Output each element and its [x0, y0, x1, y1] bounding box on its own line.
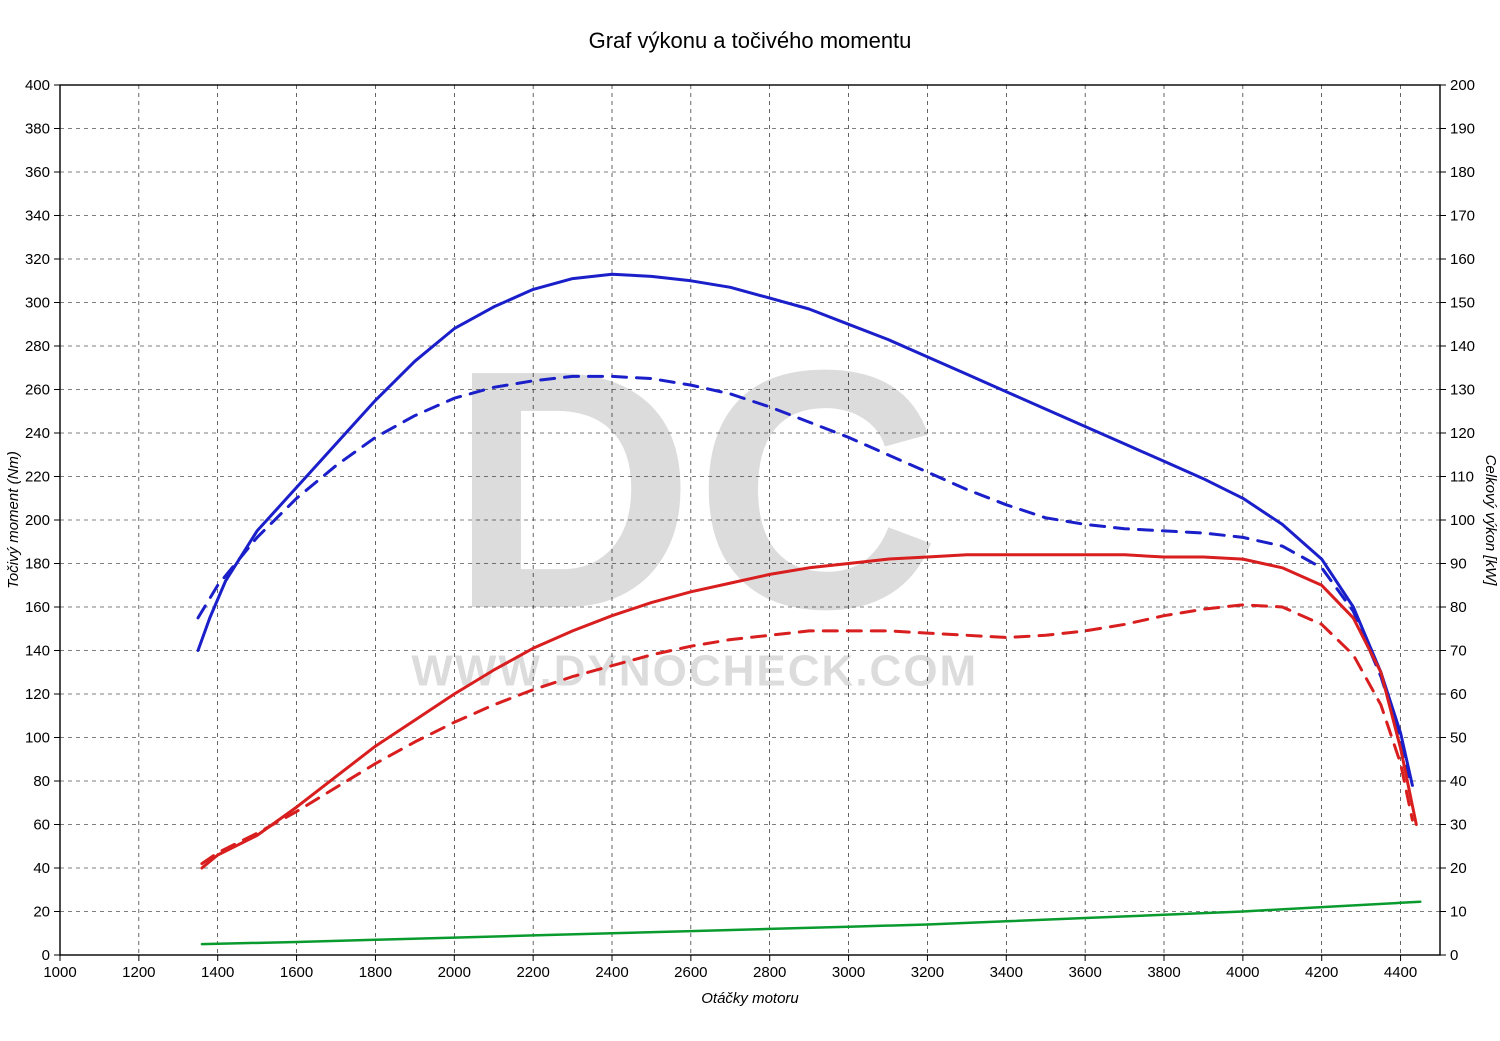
svg-text:220: 220 — [25, 469, 50, 486]
svg-text:300: 300 — [25, 295, 50, 312]
svg-text:2400: 2400 — [595, 964, 628, 981]
svg-text:340: 340 — [25, 208, 50, 225]
svg-text:4000: 4000 — [1226, 964, 1259, 981]
svg-text:2800: 2800 — [753, 964, 786, 981]
svg-text:200: 200 — [1450, 77, 1475, 94]
svg-text:40: 40 — [33, 860, 50, 877]
svg-text:2000: 2000 — [438, 964, 471, 981]
svg-text:160: 160 — [25, 599, 50, 616]
svg-text:20: 20 — [1450, 860, 1467, 877]
svg-text:80: 80 — [33, 773, 50, 790]
svg-text:70: 70 — [1450, 643, 1467, 660]
svg-text:3400: 3400 — [990, 964, 1023, 981]
svg-text:170: 170 — [1450, 208, 1475, 225]
svg-text:200: 200 — [25, 512, 50, 529]
svg-text:2600: 2600 — [674, 964, 707, 981]
svg-text:4200: 4200 — [1305, 964, 1338, 981]
svg-text:30: 30 — [1450, 817, 1467, 834]
svg-text:1000: 1000 — [43, 964, 76, 981]
svg-text:240: 240 — [25, 425, 50, 442]
chart-svg: DCWWW.DYNOCHECK.COM100012001400160018002… — [0, 0, 1500, 1041]
svg-text:0: 0 — [42, 947, 50, 964]
svg-text:20: 20 — [33, 904, 50, 921]
svg-text:160: 160 — [1450, 251, 1475, 268]
svg-text:140: 140 — [25, 643, 50, 660]
svg-text:380: 380 — [25, 121, 50, 138]
svg-text:WWW.DYNOCHECK.COM: WWW.DYNOCHECK.COM — [411, 646, 978, 695]
svg-text:120: 120 — [1450, 425, 1475, 442]
svg-text:60: 60 — [33, 817, 50, 834]
svg-text:50: 50 — [1450, 730, 1467, 747]
svg-text:3200: 3200 — [911, 964, 944, 981]
y-left-axis-label: Točivý moment (Nm) — [5, 451, 22, 589]
svg-text:150: 150 — [1450, 295, 1475, 312]
svg-text:120: 120 — [25, 686, 50, 703]
svg-text:0: 0 — [1450, 947, 1458, 964]
svg-text:400: 400 — [25, 77, 50, 94]
svg-text:DC: DC — [449, 300, 940, 680]
svg-text:10: 10 — [1450, 904, 1467, 921]
svg-text:140: 140 — [1450, 338, 1475, 355]
svg-text:360: 360 — [25, 164, 50, 181]
svg-text:180: 180 — [1450, 164, 1475, 181]
svg-text:1400: 1400 — [201, 964, 234, 981]
svg-text:260: 260 — [25, 382, 50, 399]
y-right-axis-label: Celkový výkon [kW] — [1482, 455, 1499, 587]
svg-text:3000: 3000 — [832, 964, 865, 981]
svg-text:1600: 1600 — [280, 964, 313, 981]
svg-text:90: 90 — [1450, 556, 1467, 573]
x-axis-label: Otáčky motoru — [701, 990, 799, 1007]
svg-text:2200: 2200 — [516, 964, 549, 981]
chart-title: Graf výkonu a točivého momentu — [589, 28, 912, 53]
svg-text:3600: 3600 — [1068, 964, 1101, 981]
svg-text:100: 100 — [1450, 512, 1475, 529]
svg-text:320: 320 — [25, 251, 50, 268]
svg-text:100: 100 — [25, 730, 50, 747]
svg-text:1200: 1200 — [122, 964, 155, 981]
svg-text:4400: 4400 — [1384, 964, 1417, 981]
svg-text:130: 130 — [1450, 382, 1475, 399]
svg-text:1800: 1800 — [359, 964, 392, 981]
svg-text:280: 280 — [25, 338, 50, 355]
svg-text:110: 110 — [1450, 469, 1474, 486]
svg-text:190: 190 — [1450, 121, 1475, 138]
svg-text:180: 180 — [25, 556, 50, 573]
svg-text:3800: 3800 — [1147, 964, 1180, 981]
svg-text:80: 80 — [1450, 599, 1467, 616]
svg-text:60: 60 — [1450, 686, 1467, 703]
svg-text:40: 40 — [1450, 773, 1467, 790]
dyno-chart: DCWWW.DYNOCHECK.COM100012001400160018002… — [0, 0, 1500, 1041]
